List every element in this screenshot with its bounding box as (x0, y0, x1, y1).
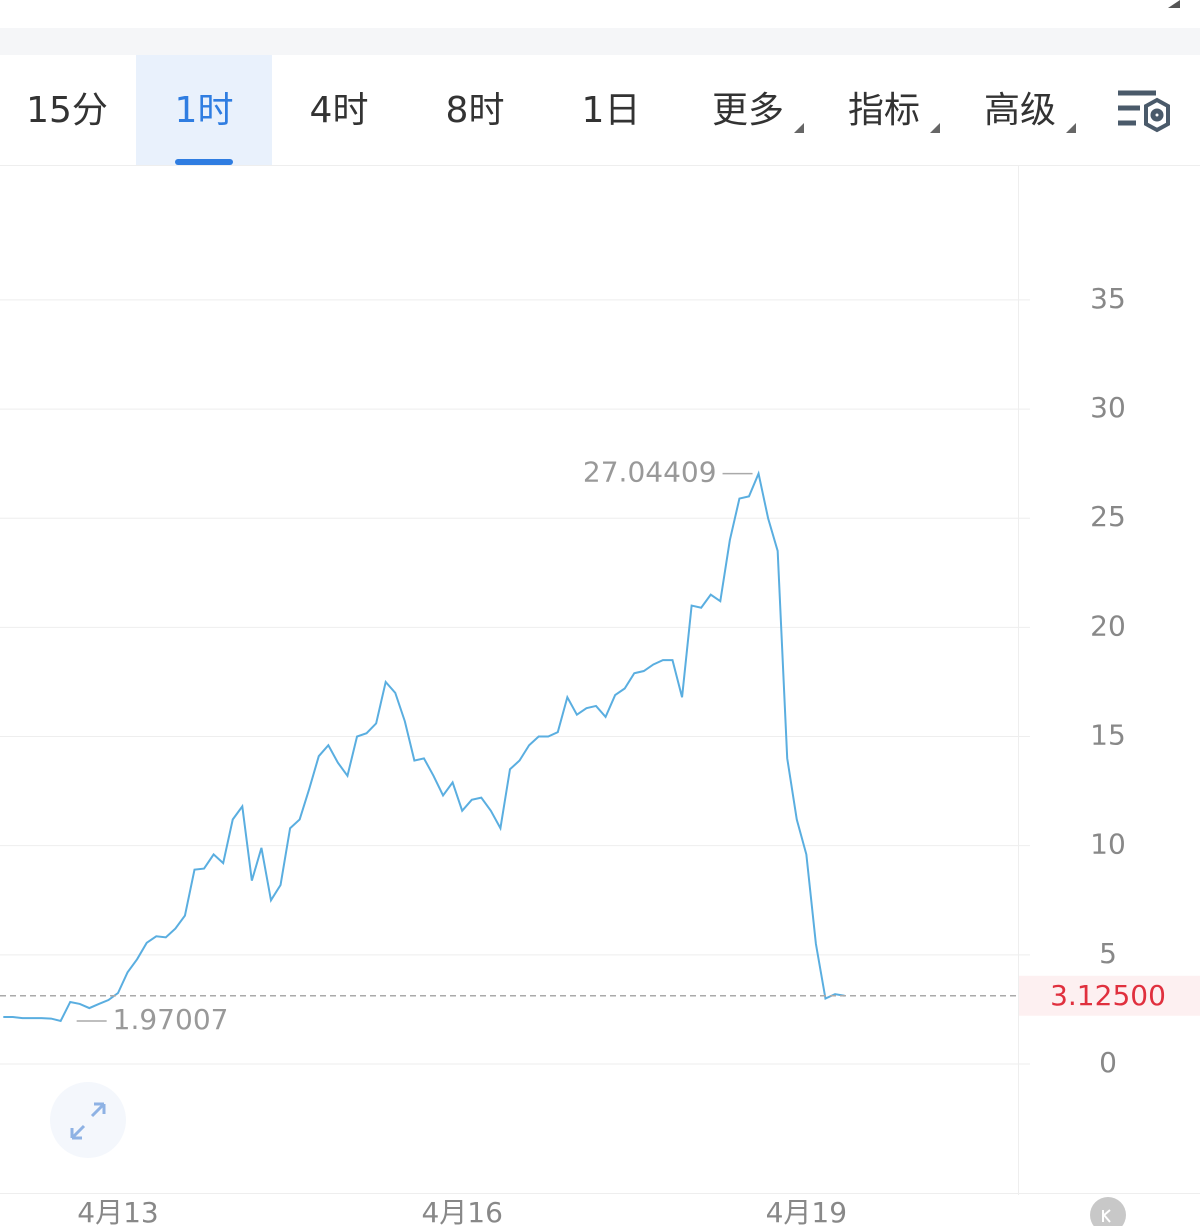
active-tab-underline (175, 159, 233, 165)
corner-mark (1168, 0, 1180, 8)
x-tick-label: 4月16 (421, 1196, 502, 1226)
dropdown-arrow (1066, 123, 1076, 133)
y-tick-label: 35 (1090, 282, 1126, 315)
low-label: 1.97007 (113, 1003, 229, 1036)
active-tab-bg (136, 55, 272, 165)
x-tick-label: 4月13 (77, 1196, 158, 1226)
x-tick-label: 4月19 (766, 1196, 847, 1226)
k-badge-icon (1102, 1209, 1111, 1223)
y-tick-label: 10 (1090, 828, 1126, 861)
tab[interactable]: 高级 (984, 90, 1056, 131)
tab[interactable]: 指标 (848, 90, 920, 131)
tab[interactable]: 8时 (446, 90, 505, 131)
tab[interactable]: 15分 (26, 90, 108, 131)
tab[interactable]: 1时 (175, 90, 234, 131)
tab[interactable]: 更多 (712, 90, 784, 131)
tab[interactable]: 4时 (310, 90, 369, 131)
y-tick-label: 15 (1090, 719, 1126, 752)
price-line (3, 470, 845, 1023)
last-price-bg (1019, 975, 1200, 1016)
y-tick-label: 25 (1090, 500, 1126, 533)
settings-icon[interactable] (1118, 90, 1170, 133)
top-band (0, 28, 1200, 55)
k-badge[interactable] (1090, 1197, 1126, 1230)
y-tick-label: 5 (1099, 937, 1117, 970)
tab[interactable]: 1日 (582, 90, 641, 131)
dropdown-arrow (930, 123, 940, 133)
expand-button[interactable] (50, 1082, 126, 1158)
last-price-label: 3.12500 (1050, 979, 1166, 1012)
dropdown-arrow (794, 123, 804, 133)
y-tick-label: 20 (1090, 609, 1126, 642)
y-tick-label: 30 (1090, 391, 1126, 424)
high-label: 27.04409 (583, 456, 717, 489)
y-tick-label: 0 (1099, 1046, 1117, 1079)
